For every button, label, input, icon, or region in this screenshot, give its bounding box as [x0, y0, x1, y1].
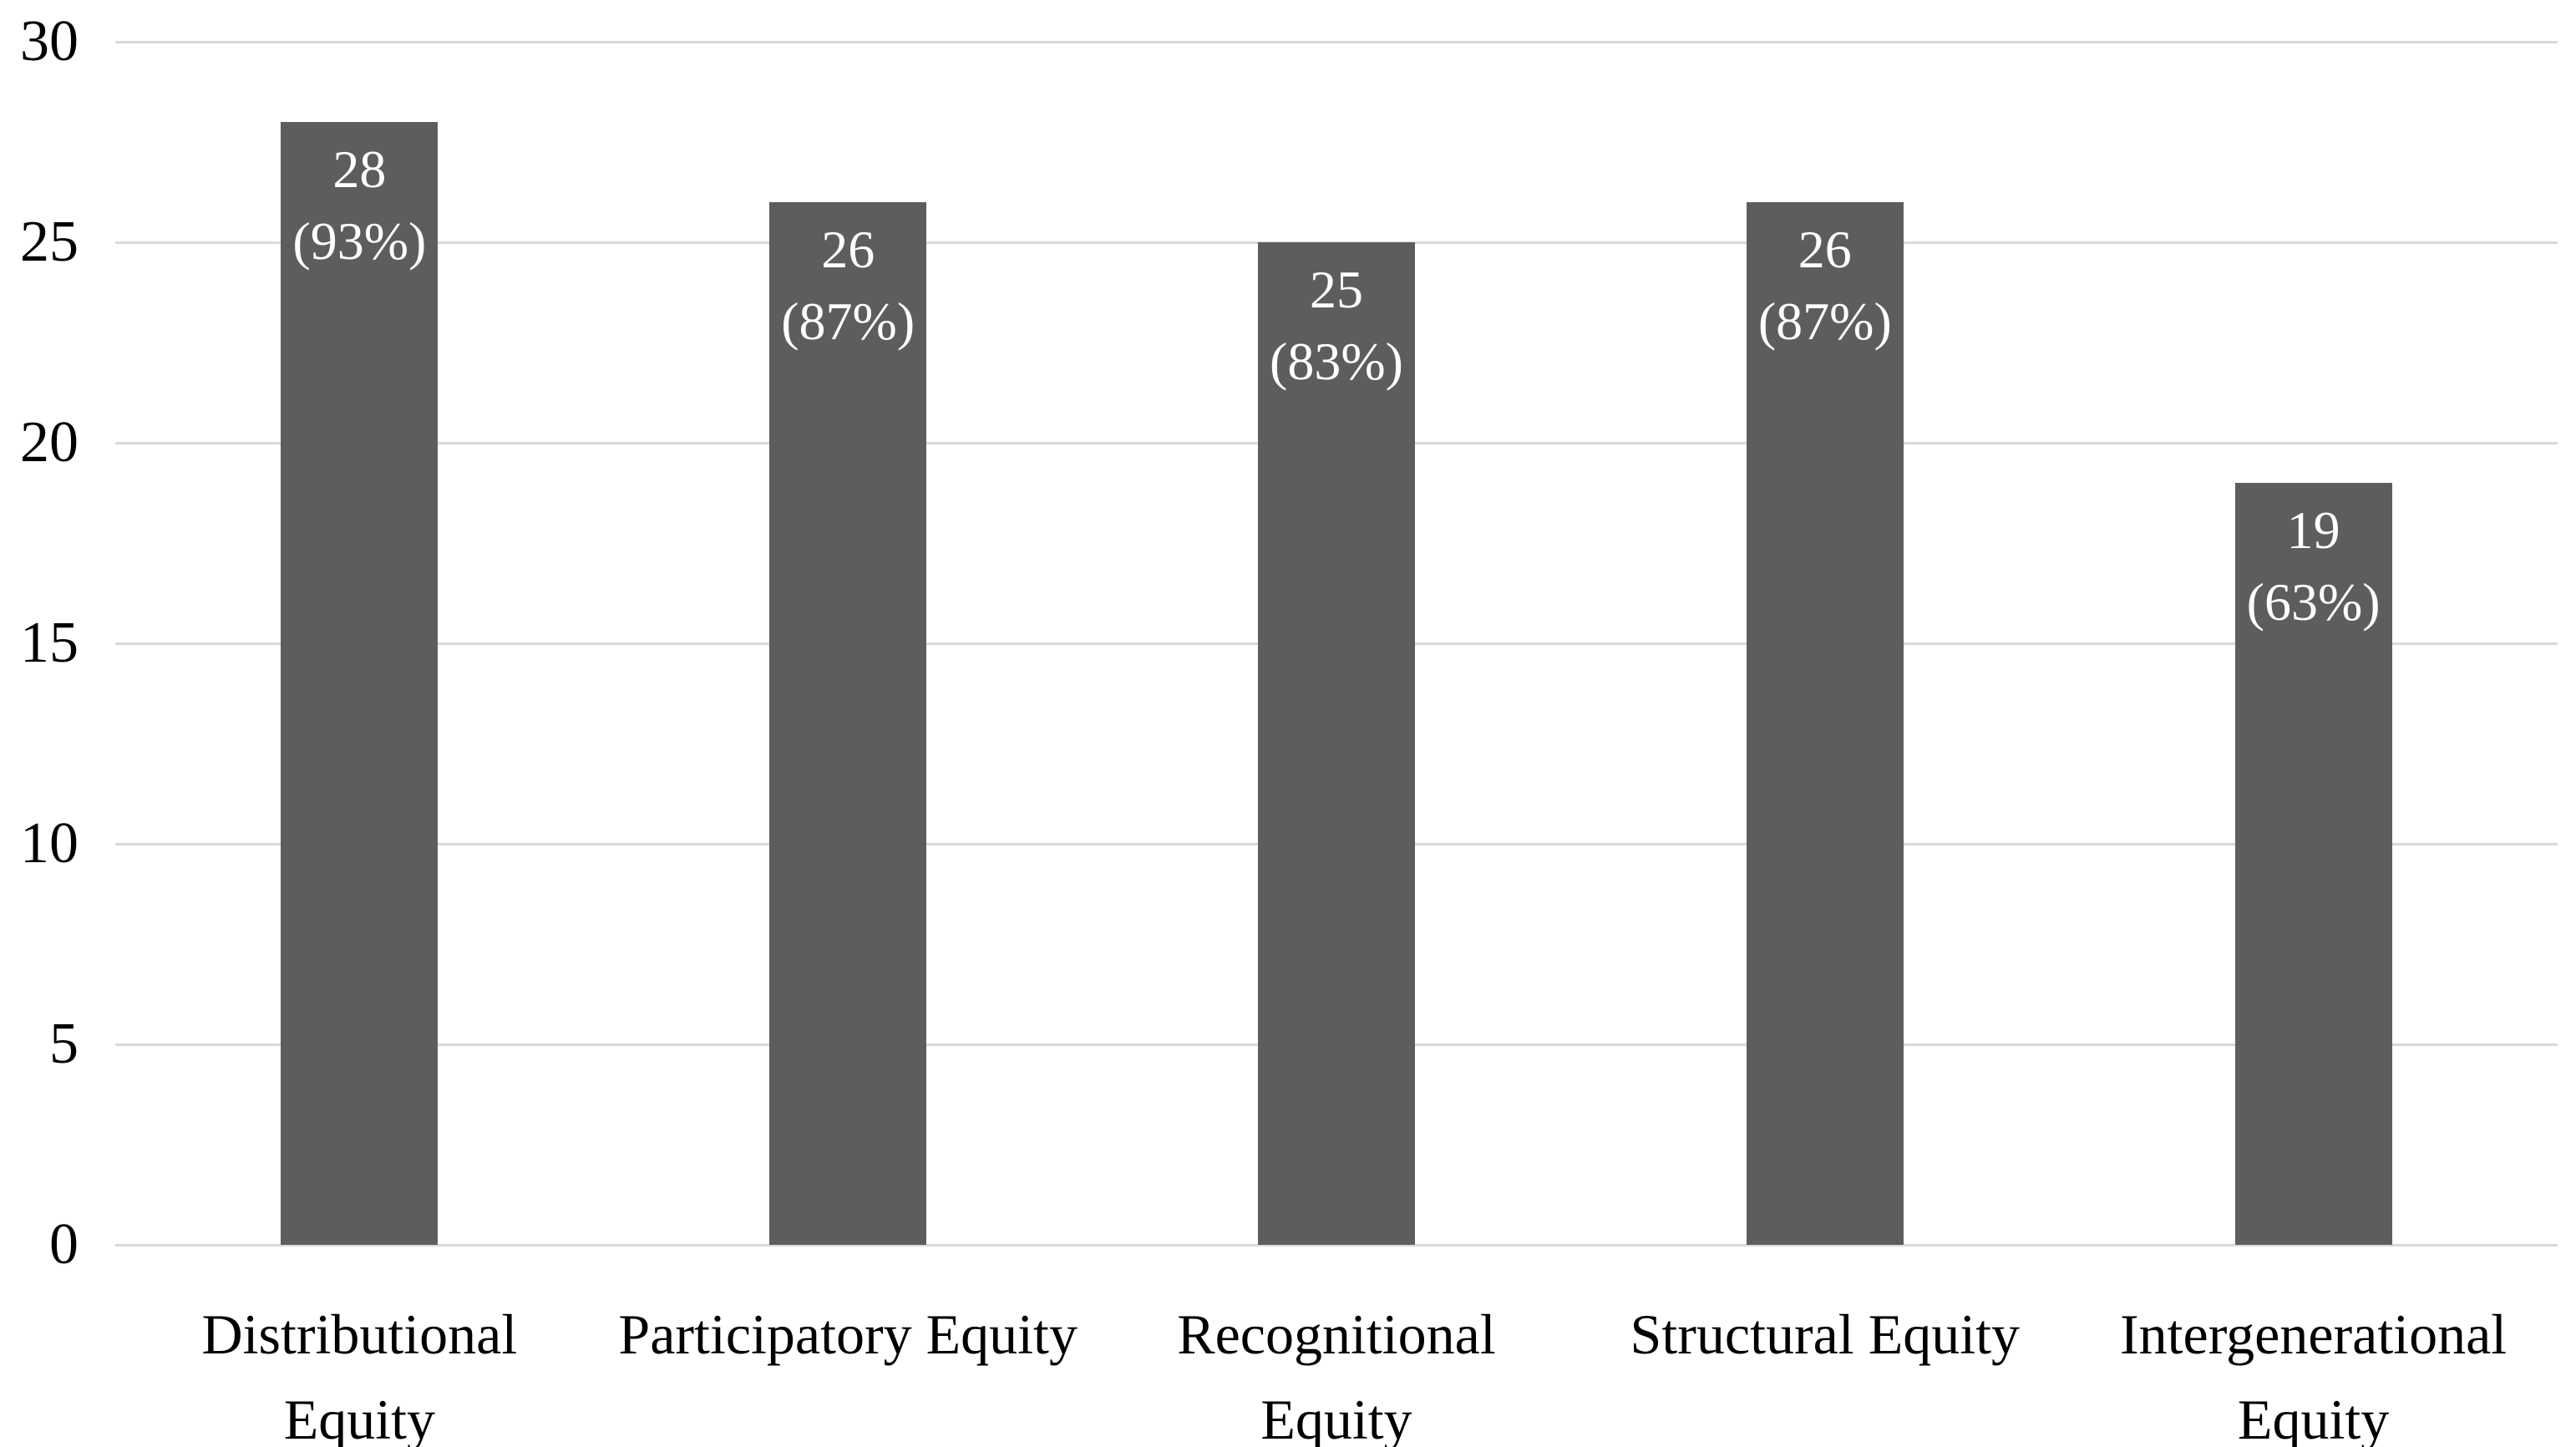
bar-value-label: 26 (87%) — [1747, 202, 1904, 358]
bar: 19 (63%) — [2234, 483, 2392, 1245]
bar-value-label: 19 (63%) — [2235, 483, 2392, 638]
gridline — [115, 40, 2558, 43]
category-label: Structural Equity — [1549, 1292, 2101, 1377]
y-tick-label: 20 — [20, 410, 79, 475]
bar: 25 (83%) — [1258, 242, 1415, 1245]
bar-value-label-line: (87%) — [1757, 292, 1892, 351]
bar-value-label-line: 25 — [1310, 260, 1363, 319]
category-label: Participatory Equity — [572, 1292, 1123, 1377]
y-tick-label: 5 — [49, 1012, 79, 1076]
category-label-line: Recognitional — [1177, 1302, 1496, 1366]
y-tick-label: 15 — [20, 611, 79, 675]
category-label-line: Equity — [1260, 1388, 1412, 1447]
bar-value-label: 26 (87%) — [769, 202, 926, 358]
bar-value-label-line: (83%) — [1270, 332, 1403, 391]
category-label-line: Intergenerational — [2120, 1302, 2508, 1366]
category-label-line: Structural Equity — [1630, 1302, 2021, 1366]
category-label: Intergenerational Equity — [2038, 1292, 2576, 1447]
bar: 28 (93%) — [281, 122, 439, 1245]
y-tick-label: 0 — [49, 1212, 79, 1277]
category-label-line: Distributional — [201, 1302, 518, 1366]
bar-value-label-line: 26 — [821, 220, 875, 279]
bar-value-label-line: (87%) — [781, 292, 915, 351]
category-label: Distributional Equity — [84, 1292, 635, 1447]
bar: 26 (87%) — [1746, 202, 1904, 1245]
category-label: Recognitional Equity — [1061, 1292, 1612, 1447]
bar-value-label: 28 (93%) — [281, 122, 438, 277]
bar-value-label-line: 28 — [332, 140, 387, 199]
category-label-line: Equity — [283, 1388, 436, 1447]
bar-value-label-line: (63%) — [2246, 572, 2381, 632]
bar-value-label: 25 (83%) — [1258, 242, 1415, 398]
bar-value-label-line: (93%) — [292, 211, 427, 271]
bar: 26 (87%) — [769, 202, 927, 1245]
y-tick-label: 25 — [20, 210, 79, 274]
y-tick-label: 30 — [20, 9, 79, 74]
category-label-line: Participatory Equity — [618, 1302, 1078, 1366]
gridline — [115, 1243, 2558, 1246]
y-tick-label: 10 — [20, 811, 79, 876]
category-label-line: Equity — [2237, 1388, 2390, 1447]
bar-value-label-line: 19 — [2286, 500, 2340, 560]
bar-value-label-line: 26 — [1798, 220, 1852, 279]
